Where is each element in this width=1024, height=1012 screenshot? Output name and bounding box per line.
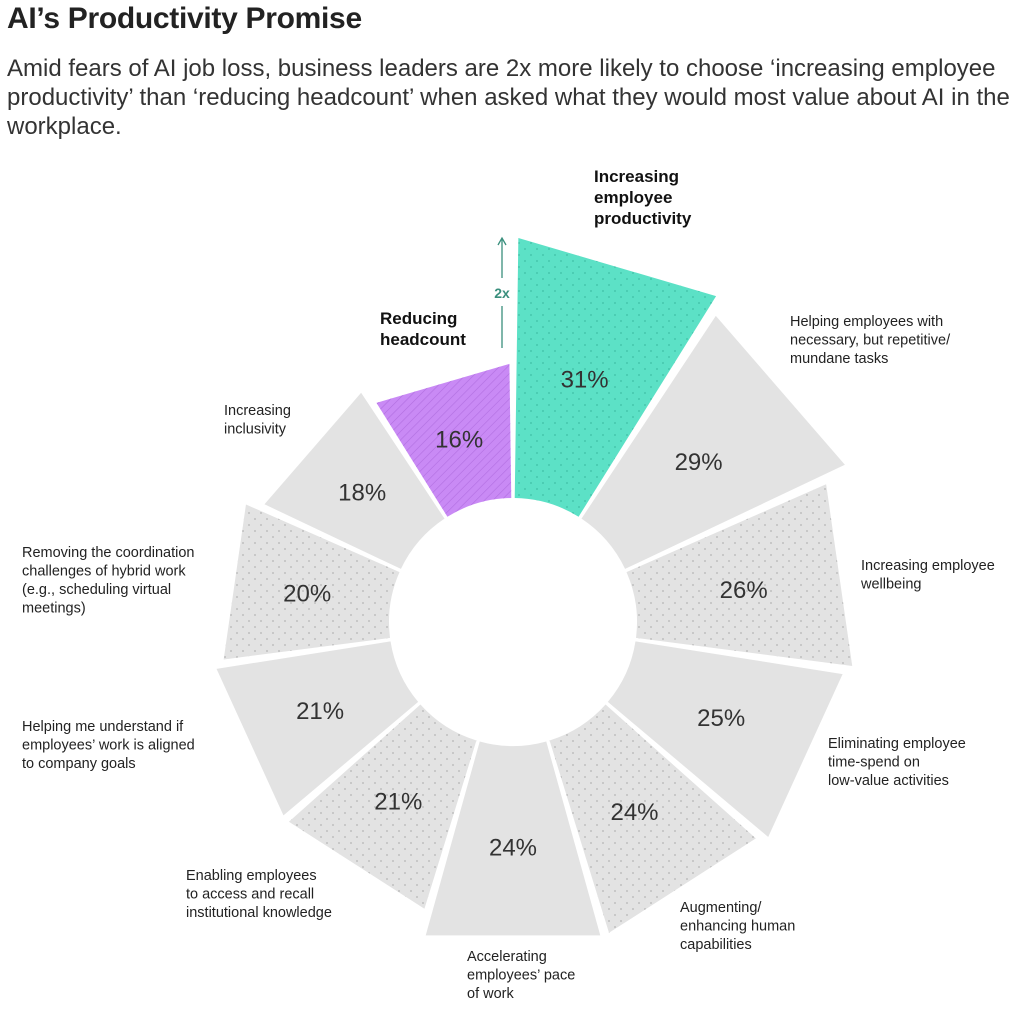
slice-8: 21% bbox=[216, 641, 419, 816]
page-subtitle: Amid fears of AI job loss, business lead… bbox=[7, 55, 1010, 140]
slice-pattern bbox=[223, 504, 400, 660]
category-label-line: employees’ pace bbox=[467, 968, 575, 984]
category-label-line: Increasing bbox=[224, 403, 291, 419]
category-label: Helping me understand if employees’ work … bbox=[22, 719, 195, 772]
slice-1: 31% bbox=[514, 238, 717, 517]
category-label-line: Helping employees with bbox=[790, 314, 943, 330]
category-label-line: Reducing bbox=[380, 309, 457, 328]
category-label-line: necessary, but repetitive/ bbox=[790, 333, 951, 349]
category-label-line: Helping me understand if bbox=[22, 719, 184, 735]
slice-bar bbox=[581, 315, 845, 569]
category-label-line: Increasing employee bbox=[861, 558, 995, 574]
slice-pattern bbox=[376, 363, 512, 517]
value-label: 20% bbox=[283, 580, 331, 607]
slice-5: 24% bbox=[549, 704, 756, 933]
category-label: Accelerating employees’ pace of work bbox=[467, 949, 575, 1002]
slice-4: 25% bbox=[607, 641, 843, 837]
value-label: 29% bbox=[675, 449, 723, 476]
category-label: Helping employees with necessary, but rep… bbox=[790, 314, 951, 367]
category-label: Eliminating employee time-spend on low-val… bbox=[828, 736, 966, 789]
category-label-line: inclusivity bbox=[224, 422, 287, 438]
page-title: AI’s Productivity Promise bbox=[7, 2, 362, 35]
category-label-line: Eliminating employee bbox=[828, 736, 966, 752]
category-label-line: challenges of hybrid work bbox=[22, 564, 186, 580]
comparison-arrowhead bbox=[497, 236, 507, 246]
category-label-line: enhancing human bbox=[680, 919, 795, 935]
value-label: 16% bbox=[435, 427, 483, 454]
value-label: 24% bbox=[489, 835, 537, 862]
category-label-line: wellbeing bbox=[860, 577, 921, 593]
slice-pattern bbox=[514, 238, 717, 517]
category-label-line: capabilities bbox=[680, 937, 752, 953]
category-label-line: productivity bbox=[594, 209, 692, 228]
value-label: 21% bbox=[374, 788, 422, 815]
slice-11: 16% bbox=[376, 363, 512, 517]
multiplier-label: 2x bbox=[494, 285, 510, 301]
category-label-line: time-spend on bbox=[828, 755, 920, 771]
slice-6: 24% bbox=[425, 741, 601, 936]
slice-bar bbox=[264, 392, 445, 569]
slice-3: 26% bbox=[626, 484, 853, 666]
slice-pattern bbox=[288, 704, 477, 909]
value-label: 21% bbox=[296, 698, 344, 725]
category-label-line: Enabling employees bbox=[186, 868, 317, 884]
slice-10: 18% bbox=[264, 392, 445, 569]
category-label: Augmenting/enhancing human capabilities bbox=[680, 900, 795, 953]
category-label-line: of work bbox=[467, 986, 514, 1002]
category-label-line: employees’ work is aligned bbox=[22, 738, 195, 754]
value-label: 31% bbox=[561, 366, 609, 393]
slice-pattern bbox=[549, 704, 756, 933]
slice-2: 29% bbox=[581, 315, 845, 569]
value-label: 25% bbox=[697, 705, 745, 732]
category-label-line: Increasing bbox=[594, 167, 679, 186]
category-label: Increasing employee wellbeing bbox=[860, 558, 995, 593]
category-label: Removing the coordination challenges of h… bbox=[22, 545, 195, 617]
category-label-line: Removing the coordination bbox=[22, 545, 195, 561]
category-label: Enabling employees to access and recall in… bbox=[186, 868, 332, 921]
slice-bar bbox=[425, 741, 601, 936]
category-label-line: headcount bbox=[380, 330, 466, 349]
value-label: 26% bbox=[720, 577, 768, 604]
category-label-line: to company goals bbox=[22, 756, 136, 772]
category-label-line: meetings) bbox=[22, 601, 86, 617]
category-label: Increasing employee productivity bbox=[594, 167, 692, 228]
category-label: Increasing inclusivity bbox=[224, 403, 291, 438]
slice-bar bbox=[216, 641, 419, 816]
category-label-line: mundane tasks bbox=[790, 351, 888, 367]
category-label-line: low-value activities bbox=[828, 773, 949, 789]
value-label: 24% bbox=[610, 799, 658, 826]
slice-bar bbox=[607, 641, 843, 837]
slice-pattern bbox=[626, 484, 853, 666]
category-label-line: Augmenting/ bbox=[680, 900, 762, 916]
value-label: 18% bbox=[338, 479, 386, 506]
category-label-line: employee bbox=[594, 188, 672, 207]
category-label-line: institutional knowledge bbox=[186, 905, 332, 921]
category-label-line: to access and recall bbox=[186, 887, 314, 903]
category-label-line: Accelerating bbox=[467, 949, 547, 965]
category-label: Reducing headcount bbox=[380, 309, 466, 349]
category-label-line: (e.g., scheduling virtual bbox=[22, 582, 171, 598]
slice-9: 20% bbox=[223, 504, 400, 660]
slice-7: 21% bbox=[288, 704, 477, 909]
